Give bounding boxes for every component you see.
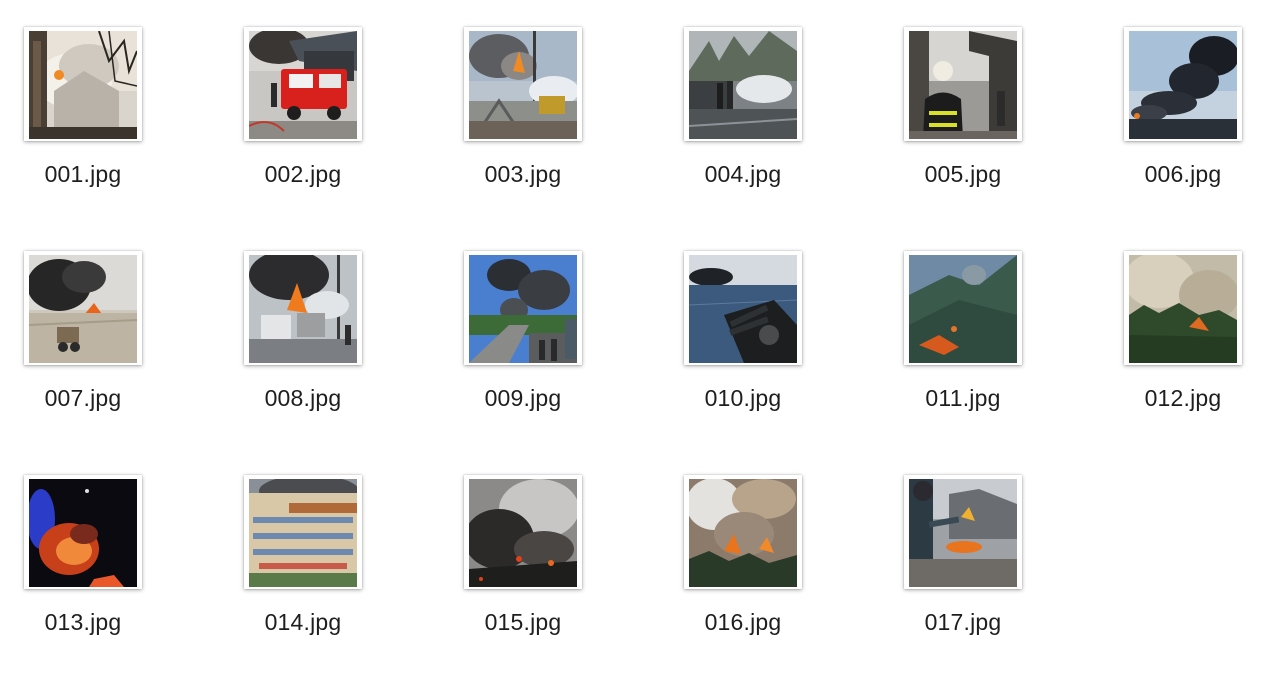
thumbnail-frame[interactable] xyxy=(684,27,802,141)
thumbnail-frame[interactable] xyxy=(464,27,582,141)
thumbnail-frame[interactable] xyxy=(24,27,142,141)
file-item-015[interactable]: 015.jpg xyxy=(440,475,620,675)
file-name-label[interactable]: 005.jpg xyxy=(924,161,1002,187)
file-name-label[interactable]: 011.jpg xyxy=(925,385,1001,411)
wildfire-thumbnail-icon[interactable] xyxy=(689,479,797,587)
file-item-006[interactable]: 006.jpg xyxy=(1100,27,1280,227)
dark-smoke-fire-thumbnail-icon[interactable] xyxy=(469,479,577,587)
file-name-label[interactable]: 015.jpg xyxy=(484,609,562,635)
file-name-label[interactable]: 006.jpg xyxy=(1144,161,1222,187)
thumbnail-frame[interactable] xyxy=(1124,251,1242,365)
file-item-014[interactable]: 014.jpg xyxy=(220,475,400,675)
thumbnail-frame[interactable] xyxy=(24,475,142,589)
road-smoke-thumbnail-icon[interactable] xyxy=(469,255,577,363)
file-name-label[interactable]: 003.jpg xyxy=(484,161,562,187)
night-fire-thumbnail-icon[interactable] xyxy=(29,479,137,587)
firefighter-thumbnail-icon[interactable] xyxy=(909,31,1017,139)
file-name-label[interactable]: 012.jpg xyxy=(1144,385,1222,411)
file-name-label[interactable]: 013.jpg xyxy=(44,609,122,635)
forest-smoke-thumbnail-icon[interactable] xyxy=(1129,255,1237,363)
file-item-002[interactable]: 002.jpg xyxy=(220,27,400,227)
thumbnail-frame[interactable] xyxy=(904,475,1022,589)
file-item-008[interactable]: 008.jpg xyxy=(220,251,400,451)
desert-fire-thumbnail-icon[interactable] xyxy=(29,255,137,363)
file-name-label[interactable]: 001.jpg xyxy=(44,161,122,187)
black-smoke-plume-thumbnail-icon[interactable] xyxy=(1129,31,1237,139)
file-name-label[interactable]: 014.jpg xyxy=(264,609,342,635)
file-name-label[interactable]: 002.jpg xyxy=(264,161,342,187)
file-item-007[interactable]: 007.jpg xyxy=(0,251,180,451)
thumbnail-frame[interactable] xyxy=(464,251,582,365)
file-item-005[interactable]: 005.jpg xyxy=(880,27,1060,227)
file-item-013[interactable]: 013.jpg xyxy=(0,475,180,675)
thumbnail-frame[interactable] xyxy=(684,475,802,589)
person-torch-thumbnail-icon[interactable] xyxy=(909,479,1017,587)
file-name-label[interactable]: 008.jpg xyxy=(264,385,342,411)
thumbnail-frame[interactable] xyxy=(244,475,362,589)
thumbnail-frame[interactable] xyxy=(684,251,802,365)
thumbnail-frame[interactable] xyxy=(904,27,1022,141)
file-item-010[interactable]: 010.jpg xyxy=(660,251,840,451)
file-item-009[interactable]: 009.jpg xyxy=(440,251,620,451)
file-item-017[interactable]: 017.jpg xyxy=(880,475,1060,675)
file-item-004[interactable]: 004.jpg xyxy=(660,27,840,227)
hillside-fire-thumbnail-icon[interactable] xyxy=(909,255,1017,363)
file-name-label[interactable]: 016.jpg xyxy=(704,609,782,635)
file-name-label[interactable]: 010.jpg xyxy=(704,385,782,411)
house-fire-thumbnail-icon[interactable] xyxy=(29,31,137,139)
file-name-label[interactable]: 017.jpg xyxy=(924,609,1002,635)
file-item-012[interactable]: 012.jpg xyxy=(1100,251,1280,451)
street-smoke-thumbnail-icon[interactable] xyxy=(689,31,797,139)
fire-truck-thumbnail-icon[interactable] xyxy=(249,31,357,139)
file-name-label[interactable]: 004.jpg xyxy=(704,161,782,187)
file-name-label[interactable]: 009.jpg xyxy=(484,385,562,411)
thumbnail-frame[interactable] xyxy=(244,251,362,365)
building-fire-thumbnail-icon[interactable] xyxy=(249,479,357,587)
file-item-001[interactable]: 001.jpg xyxy=(0,27,180,227)
file-name-label[interactable]: 007.jpg xyxy=(44,385,122,411)
tanker-fire-thumbnail-icon[interactable] xyxy=(249,255,357,363)
file-item-003[interactable]: 003.jpg xyxy=(440,27,620,227)
thumbnail-frame[interactable] xyxy=(1124,27,1242,141)
file-item-011[interactable]: 011.jpg xyxy=(880,251,1060,451)
thumbnail-frame[interactable] xyxy=(24,251,142,365)
thumbnail-frame[interactable] xyxy=(464,475,582,589)
ship-gun-smoke-thumbnail-icon[interactable] xyxy=(689,255,797,363)
thumbnail-frame[interactable] xyxy=(904,251,1022,365)
file-item-016[interactable]: 016.jpg xyxy=(660,475,840,675)
thumbnail-frame[interactable] xyxy=(244,27,362,141)
industrial-fire-thumbnail-icon[interactable] xyxy=(469,31,577,139)
